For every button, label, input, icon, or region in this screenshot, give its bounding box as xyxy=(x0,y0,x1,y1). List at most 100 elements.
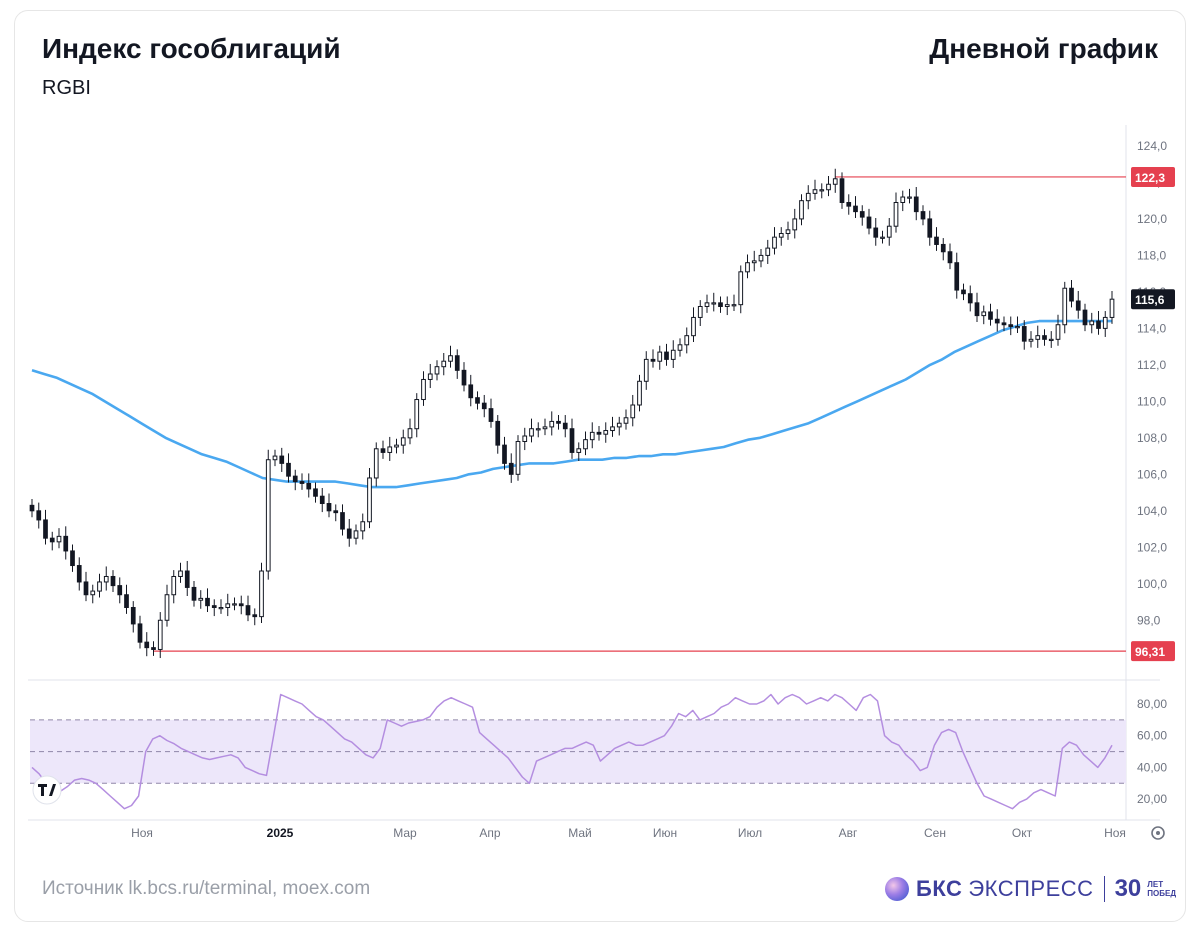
time-axis-label: Ноя xyxy=(1104,826,1126,840)
price-tick-label: 104,0 xyxy=(1137,504,1167,518)
candle-body xyxy=(441,360,447,368)
candle-body xyxy=(691,316,696,337)
rsi-tick-label: 60,00 xyxy=(1137,729,1167,743)
time-axis-label: 2025 xyxy=(267,826,294,840)
candle-body xyxy=(360,521,366,532)
candle-body xyxy=(373,448,379,479)
price-tick-label: 98,0 xyxy=(1137,613,1161,627)
candle-body xyxy=(711,302,717,305)
time-axis-label: Апр xyxy=(479,826,501,840)
candle-body xyxy=(751,260,757,264)
candle-body xyxy=(988,311,993,320)
candle-body xyxy=(731,304,737,307)
low-price-tag-bg xyxy=(1131,641,1175,662)
brand-orb-icon xyxy=(885,877,909,901)
candle-body xyxy=(1089,320,1095,326)
candle-body xyxy=(306,482,312,490)
candle-body xyxy=(171,575,177,596)
candle-body xyxy=(812,189,818,194)
source-caption: Источник lk.bcs.ru/terminal, moex.com xyxy=(42,878,371,899)
chart-title: Индекс гособлигаций xyxy=(42,33,341,64)
price-tick-label: 112,0 xyxy=(1137,358,1166,372)
last-price-tag-bg xyxy=(1131,289,1175,310)
price-tick-label: 108,0 xyxy=(1137,431,1167,445)
candle-body xyxy=(218,607,224,610)
candle-body xyxy=(839,178,845,203)
candle-body xyxy=(225,603,231,609)
candle-body xyxy=(920,211,926,220)
candle-body xyxy=(1096,320,1101,329)
candle-body xyxy=(900,196,906,203)
candle-body xyxy=(43,519,48,539)
price-tick-label: 118,0 xyxy=(1137,248,1166,262)
candle-body xyxy=(238,603,244,607)
candle-body xyxy=(407,428,413,439)
last-price-tag: 115,6 xyxy=(1135,293,1165,307)
candle-body xyxy=(178,570,183,577)
candle-body xyxy=(940,243,946,253)
candle-body xyxy=(400,437,406,446)
candle-body xyxy=(502,444,507,464)
candle-body xyxy=(198,597,204,601)
candle-body xyxy=(461,369,467,386)
time-axis-label: Июл xyxy=(738,826,762,840)
candle-body xyxy=(83,581,89,596)
candle-body xyxy=(738,271,744,306)
candle-body xyxy=(1021,326,1027,342)
candle-body xyxy=(529,428,534,437)
candle-body xyxy=(967,293,973,304)
candle-body xyxy=(56,535,62,543)
candle-body xyxy=(191,586,197,601)
candle-body xyxy=(36,510,42,521)
candle-body xyxy=(1028,338,1034,342)
candle-body xyxy=(542,426,548,430)
candle-body xyxy=(394,444,399,448)
candle-body xyxy=(886,225,892,238)
candle-body xyxy=(792,218,798,231)
candle-body xyxy=(279,455,285,464)
candle-body xyxy=(245,605,251,616)
candle-body xyxy=(1082,309,1088,326)
candle-body xyxy=(1035,335,1041,340)
candle-body xyxy=(232,603,237,606)
time-axis-label: Ноя xyxy=(131,826,153,840)
candle-body xyxy=(286,462,291,477)
high-price-tag-bg xyxy=(1131,166,1175,187)
candle-body xyxy=(137,623,143,643)
candle-body xyxy=(913,196,919,213)
candles-group xyxy=(29,168,1115,659)
candle-body xyxy=(637,380,642,406)
candle-body xyxy=(772,236,777,249)
candle-body xyxy=(1055,324,1061,340)
candle-body xyxy=(164,594,170,621)
candle-body xyxy=(97,581,102,592)
sma-line xyxy=(31,319,1112,489)
time-axis-label: Сен xyxy=(924,826,946,840)
candle-body xyxy=(299,481,305,484)
candle-body xyxy=(211,605,217,608)
candle-body xyxy=(427,373,433,380)
candle-body xyxy=(49,537,55,543)
candle-body xyxy=(434,366,440,375)
brand-name-rest: ЭКСПРЕСС xyxy=(968,876,1094,901)
candle-body xyxy=(90,590,96,596)
candle-body xyxy=(616,422,622,428)
candle-body xyxy=(643,358,649,382)
candle-body xyxy=(583,439,588,450)
candle-body xyxy=(454,355,460,371)
candle-body xyxy=(508,462,514,475)
rsi-tick-label: 40,00 xyxy=(1137,760,1167,774)
candle-body xyxy=(866,216,872,229)
candle-body xyxy=(826,183,831,191)
candle-body xyxy=(670,349,676,360)
candle-body xyxy=(1075,300,1081,311)
candle-body xyxy=(103,575,109,583)
price-tick-label: 102,0 xyxy=(1137,540,1167,554)
candle-body xyxy=(124,594,129,609)
settings-gear-icon[interactable] xyxy=(1151,826,1165,840)
price-tick-label: 124,0 xyxy=(1137,139,1167,153)
candle-body xyxy=(387,446,393,453)
candle-body xyxy=(927,218,933,238)
candle-body xyxy=(76,565,82,583)
candle-body xyxy=(157,619,163,650)
